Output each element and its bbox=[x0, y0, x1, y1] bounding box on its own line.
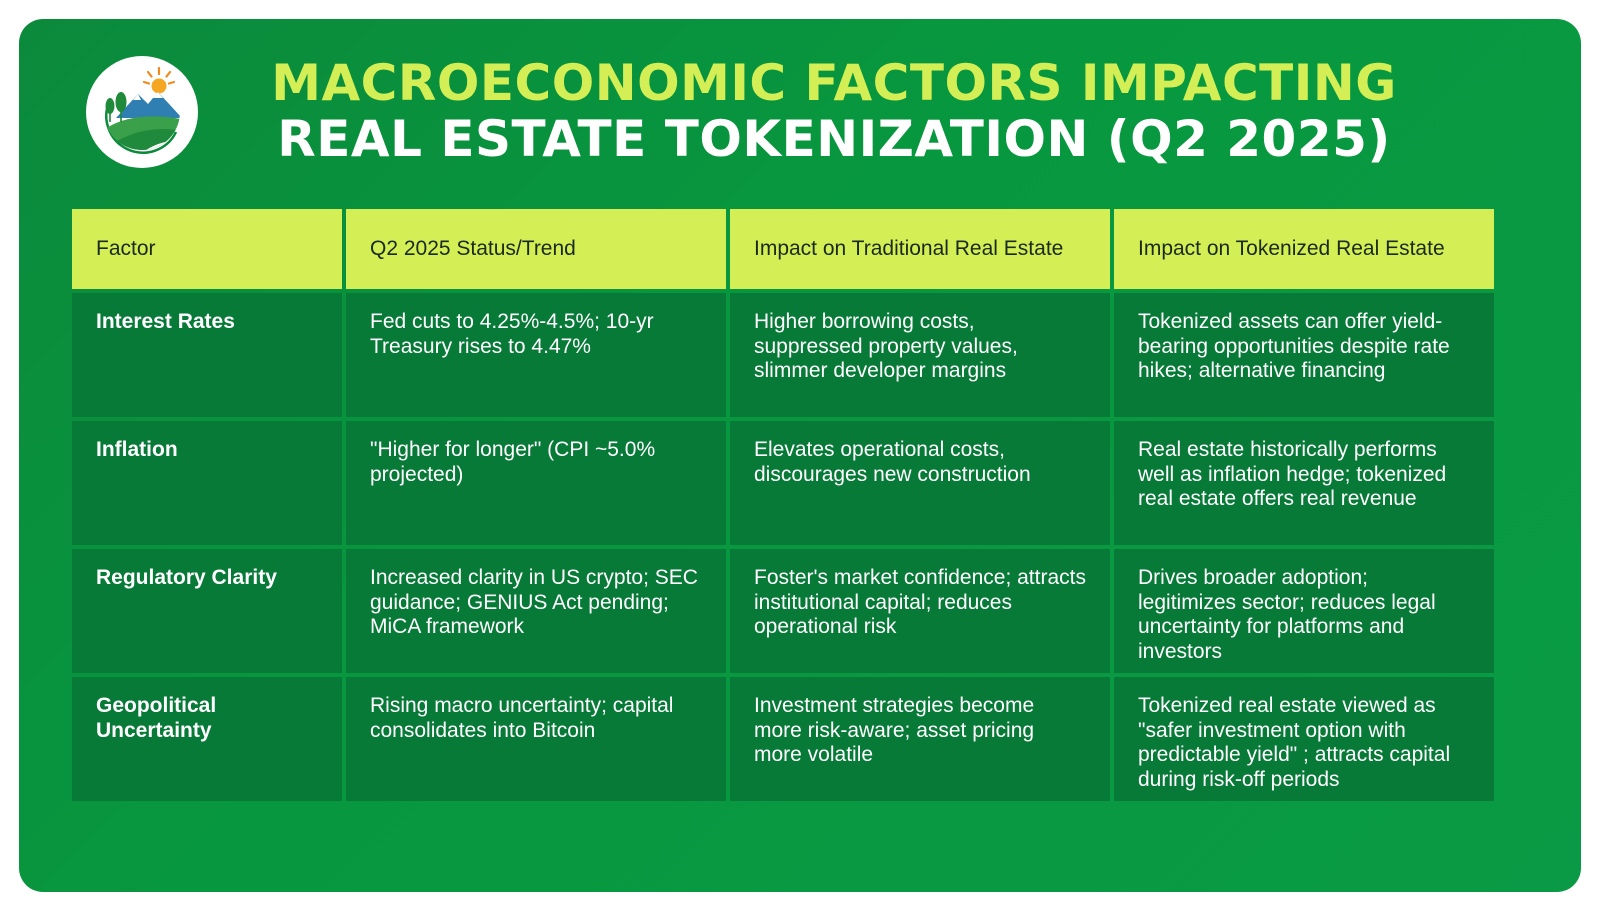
row-inflation-factor: Inflation bbox=[72, 421, 342, 545]
row-geopolitical-status: Rising macro uncertainty; capital consol… bbox=[346, 677, 726, 801]
row-regulatory-factor: Regulatory Clarity bbox=[72, 549, 342, 673]
row-inflation-traditional: Elevates operational costs, discourages … bbox=[730, 421, 1110, 545]
row-interest-rates-status: Fed cuts to 4.25%-4.5%; 10-yr Treasury r… bbox=[346, 293, 726, 417]
row-regulatory-status: Increased clarity in US crypto; SEC guid… bbox=[346, 549, 726, 673]
page-title-line-1: MACROECONOMIC FACTORS IMPACTING bbox=[271, 54, 1397, 112]
landscape-sun-logo-icon bbox=[104, 66, 180, 154]
header-factor: Factor bbox=[72, 209, 342, 289]
header-impact-traditional: Impact on Traditional Real Estate bbox=[730, 209, 1110, 289]
row-geopolitical-factor: Geopolitical Uncertainty bbox=[72, 677, 342, 801]
row-geopolitical-traditional: Investment strategies become more risk-a… bbox=[730, 677, 1110, 801]
row-interest-rates-tokenized: Tokenized assets can offer yield-bearing… bbox=[1114, 293, 1494, 417]
row-interest-rates-factor: Interest Rates bbox=[72, 293, 342, 417]
row-regulatory-traditional: Foster's market confidence; attracts ins… bbox=[730, 549, 1110, 673]
row-regulatory-tokenized: Drives broader adoption; legitimizes sec… bbox=[1114, 549, 1494, 673]
row-inflation-tokenized: Real estate historically performs well a… bbox=[1114, 421, 1494, 545]
header-impact-tokenized: Impact on Tokenized Real Estate bbox=[1114, 209, 1494, 289]
logo bbox=[86, 56, 198, 168]
row-inflation-status: "Higher for longer" (CPI ~5.0% projected… bbox=[346, 421, 726, 545]
header-status-trend: Q2 2025 Status/Trend bbox=[346, 209, 726, 289]
row-geopolitical-tokenized: Tokenized real estate viewed as "safer i… bbox=[1114, 677, 1494, 801]
factors-table: Factor Q2 2025 Status/Trend Impact on Tr… bbox=[72, 209, 1496, 801]
row-interest-rates-traditional: Higher borrowing costs, suppressed prope… bbox=[730, 293, 1110, 417]
page-title-line-2: REAL ESTATE TOKENIZATION (Q2 2025) bbox=[277, 110, 1391, 168]
infographic-card: MACROECONOMIC FACTORS IMPACTING REAL EST… bbox=[19, 19, 1581, 892]
